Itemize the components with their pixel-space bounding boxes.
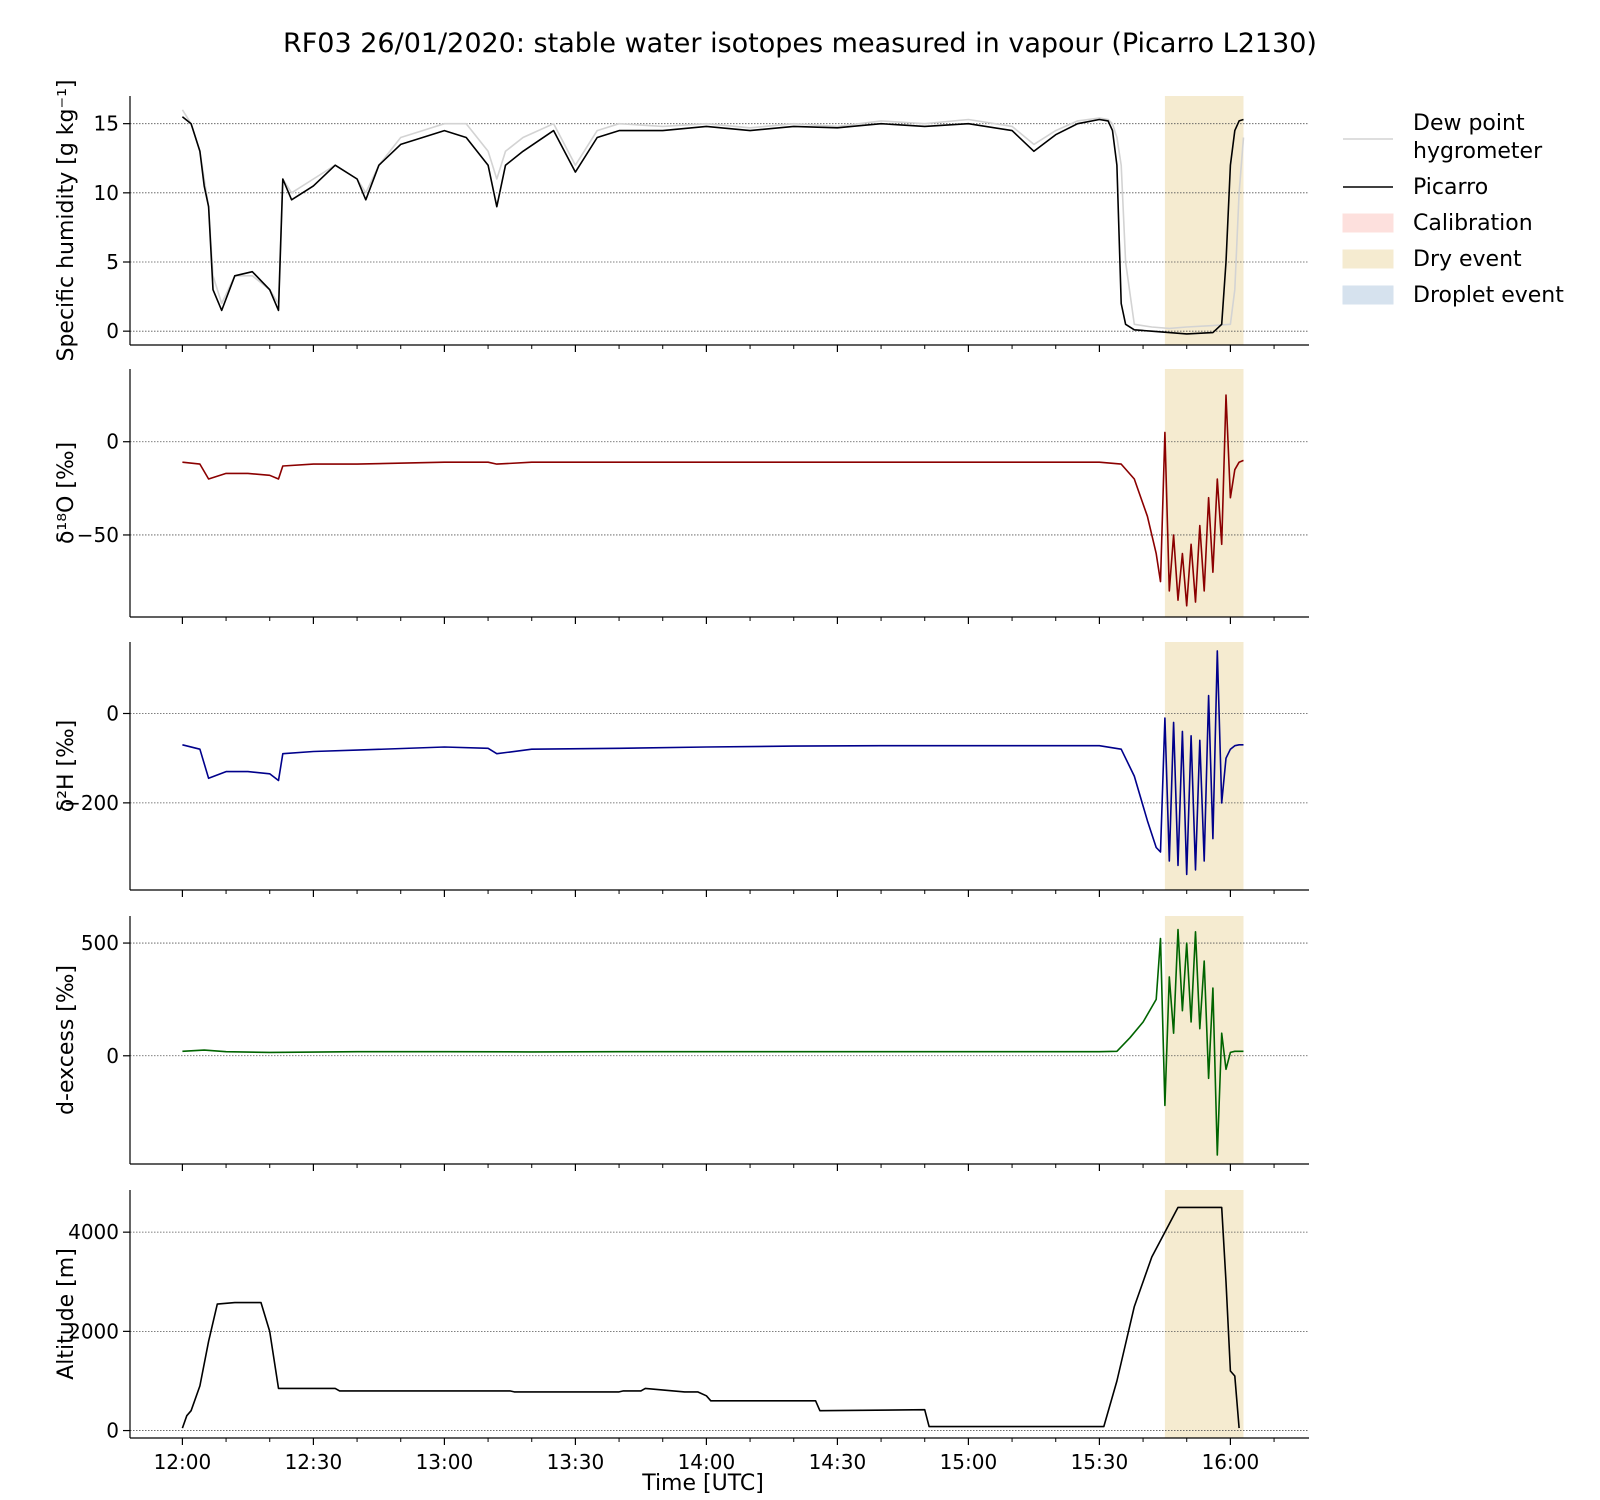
y-tick-label: 2000: [68, 1319, 119, 1343]
y-tick-label: 5: [106, 250, 119, 274]
legend-label-dewpoint: Dew point: [1413, 111, 1525, 136]
panels: 0 5 10 15 Specific humidity [g kg⁻¹] −50 0 δ¹⁸O…: [54, 79, 1309, 1474]
legend-swatch-dry: [1342, 249, 1394, 269]
figure-title: RF03 26/01/2020: stable water isotopes m…: [283, 28, 1317, 59]
y-tick-label: 0: [106, 319, 119, 343]
dry-event-span: [1164, 1190, 1244, 1438]
series-line: [182, 650, 1244, 876]
legend-label-dry: Dry event: [1413, 247, 1522, 272]
x-tick-label: 12:30: [285, 1450, 343, 1474]
legend-item-calibration: Calibration: [1342, 211, 1533, 236]
legend-label-picarro: Picarro: [1413, 175, 1488, 200]
legend-swatch-calibration: [1342, 213, 1394, 233]
x-tick-label: 13:30: [547, 1450, 605, 1474]
y-tick-label: 0: [106, 1044, 119, 1068]
dry-event-span: [1164, 916, 1244, 1164]
x-tick-label: 15:00: [940, 1450, 998, 1474]
series-line: [181, 1206, 1240, 1429]
x-tick-label: 12:00: [154, 1450, 212, 1474]
y-tick-label: 0: [106, 430, 119, 454]
y-tick-label: 4000: [68, 1220, 119, 1244]
legend-swatch-droplet: [1342, 285, 1394, 305]
y-axis-label: δ¹⁸O [‰]: [54, 442, 79, 544]
y-axis-label: δ²H [‰]: [54, 720, 79, 813]
series-line: [182, 394, 1244, 607]
y-tick-label: 10: [94, 181, 119, 205]
x-tick-label: 16:00: [1202, 1450, 1260, 1474]
legend: Dew point hygrometer Picarro Calibration Dry…: [1342, 111, 1564, 308]
x-tick-label: 14:00: [678, 1450, 736, 1474]
y-tick-label: 500: [81, 931, 119, 955]
y-tick-label: 0: [106, 1419, 119, 1443]
y-tick-label: −50: [77, 523, 119, 547]
panel-5: 0 2000 4000 12:00 12:30 13:00 13:30 14:00 14:30 1…: [54, 1190, 1309, 1474]
legend-item-dry: Dry event: [1342, 247, 1522, 272]
series-line: [182, 928, 1244, 1156]
y-tick-label: 0: [106, 701, 119, 725]
y-axis-label: Specific humidity [g kg⁻¹]: [54, 79, 79, 361]
x-axis-label: Time [UTC]: [641, 1471, 764, 1496]
legend-label-calibration: Calibration: [1413, 211, 1533, 236]
legend-label-droplet: Droplet event: [1413, 283, 1564, 308]
legend-item-dewpoint: Dew point hygrometer: [1343, 111, 1543, 164]
dry-event-span: [1164, 96, 1244, 345]
panel-2: −50 0 δ¹⁸O [‰]: [54, 369, 1309, 624]
y-axis-label: d-excess [‰]: [54, 965, 79, 1115]
legend-label-dewpoint: hygrometer: [1413, 139, 1543, 164]
panel-1: 0 5 10 15 Specific humidity [g kg⁻¹]: [54, 79, 1309, 362]
x-tick-label: 15:30: [1071, 1450, 1129, 1474]
series-line: [181, 109, 1245, 330]
y-tick-label: −200: [64, 791, 119, 815]
x-tick-label: 14:30: [809, 1450, 867, 1474]
legend-item-droplet: Droplet event: [1342, 283, 1564, 308]
panel-3: −200 0 δ²H [‰]: [54, 642, 1309, 897]
series-line: [181, 116, 1244, 335]
legend-item-picarro: Picarro: [1343, 175, 1488, 200]
x-tick-label: 13:00: [416, 1450, 474, 1474]
y-axis-label: Altitude [m]: [54, 1248, 79, 1380]
y-tick-label: 15: [94, 112, 119, 136]
